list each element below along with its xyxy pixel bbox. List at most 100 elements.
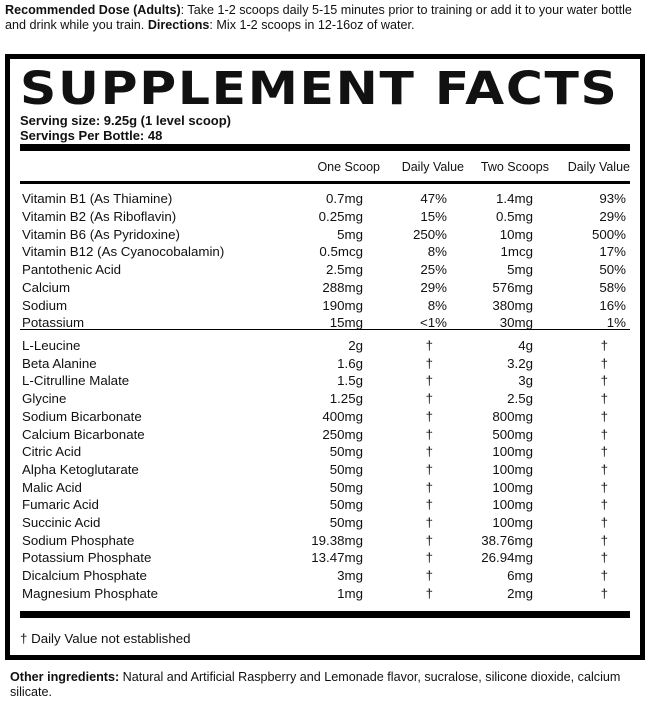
table-row: Citric Acid 50mg † 100mg † [20,443,630,461]
two-scoops-amount: 500mg [492,426,533,442]
two-scoops-amount: 380mg [492,297,533,313]
two-scoops-amount: 100mg [492,461,533,477]
two-scoops-daily-value: † [600,373,608,389]
table-row: Potassium Phosphate 13.47mg † 26.94mg † [20,549,630,567]
two-scoops-amount: 4g [518,338,533,353]
one-scoop-daily-value: † [425,391,433,407]
two-scoops-daily-value: † [600,355,608,371]
two-scoops-daily-value: † [600,479,608,495]
header-daily-value-1: Daily Value [401,160,464,174]
one-scoop-daily-value: † [425,355,433,371]
ingredient-name: Dicalcium Phosphate [22,568,147,584]
ingredient-name: Magnesium Phosphate [22,585,159,601]
ingredient-name: L-Leucine [22,338,81,353]
header-divider [20,181,630,184]
two-scoops-daily-value: 93% [599,191,626,206]
two-scoops-daily-value: 17% [599,244,626,260]
header-two-scoops: Two Scoops [480,160,549,174]
one-scoop-daily-value: 29% [420,279,447,295]
one-scoop-amount: 50mg [329,497,363,513]
two-scoops-amount: 2mg [507,585,533,601]
two-scoops-daily-value: † [600,338,608,353]
other-ingredients-label: Other ingredients: [10,670,120,684]
two-scoops-amount: 10mg [499,226,533,242]
one-scoop-daily-value: † [425,444,433,460]
one-scoop-amount: 1.5g [337,373,363,389]
column-header-row: One Scoop Daily Value Two Scoops Daily V… [20,159,630,177]
servings-per-bottle: Servings Per Bottle: 48 [20,128,163,143]
ingredient-name: Glycine [22,391,67,407]
two-scoops-daily-value: † [600,444,608,460]
one-scoop-amount: 1.25g [329,391,363,407]
two-scoops-amount: 0.5mg [496,208,533,224]
one-scoop-daily-value: † [425,515,433,530]
two-scoops-amount: 38.76mg [481,532,533,548]
two-scoops-daily-value: † [600,497,608,513]
one-scoop-amount: 15mg [329,315,363,331]
ingredient-name: Sodium Bicarbonate [22,408,142,424]
one-scoop-daily-value: <1% [420,315,447,331]
panel-title: SUPPLEMENT FACTS [20,62,619,115]
two-scoops-amount: 5mg [507,262,533,277]
two-scoops-daily-value: 29% [599,208,626,224]
other-ingredients-text: Natural and Artificial Raspberry and Lem… [10,670,621,699]
table-row: Succinic Acid 50mg † 100mg † [20,514,630,532]
directions-text: : Mix 1-2 scoops in 12-16oz of water. [209,18,415,32]
one-scoop-amount: 1.6g [337,355,363,371]
header-daily-value-2: Daily Value [567,160,630,174]
other-ingredients: Other ingredients: Natural and Artificia… [10,670,640,700]
ingredient-name: Calcium Bicarbonate [22,426,145,442]
two-scoops-daily-value: † [600,408,608,424]
two-scoops-amount: 100mg [492,444,533,460]
serving-info: Serving size: 9.25g (1 level scoop) Serv… [20,113,231,143]
table-row: Vitamin B12 (As Cyanocobalamin) 0.5mcg 8% 1… [20,243,630,261]
table-row: Fumaric Acid 50mg † 100mg † [20,496,630,514]
one-scoop-daily-value: † [425,426,433,442]
one-scoop-amount: 400mg [322,408,363,424]
ingredient-name: Vitamin B1 (As Thiamine) [22,191,173,206]
two-scoops-daily-value: † [600,391,608,407]
two-scoops-amount: 6mg [507,568,533,584]
two-scoops-amount: 3.2g [507,355,533,371]
ingredient-name: Calcium [22,279,71,295]
two-scoops-amount: 30mg [499,315,533,331]
two-scoops-daily-value: † [600,550,608,566]
one-scoop-daily-value: 8% [427,244,447,260]
section-divider [20,329,630,330]
one-scoop-amount: 50mg [329,461,363,477]
two-scoops-daily-value: † [600,515,608,530]
table-row: Dicalcium Phosphate 3mg † 6mg † [20,567,630,585]
one-scoop-daily-value: † [425,568,433,584]
table-row: Alpha Ketoglutarate 50mg † 100mg † [20,461,630,479]
two-scoops-daily-value: † [600,461,608,477]
directions-note: Recommended Dose (Adults): Take 1-2 scoo… [5,3,645,33]
ingredient-name: Potassium [22,315,85,331]
ingredient-name: Potassium Phosphate [22,550,152,566]
one-scoop-daily-value: † [425,550,433,566]
table-row: Calcium 288mg 29% 576mg 58% [20,279,630,297]
dose-label: Recommended Dose (Adults) [5,3,181,17]
one-scoop-amount: 13.47mg [311,550,363,566]
two-scoops-daily-value: † [600,568,608,584]
one-scoop-amount: 50mg [329,479,363,495]
header-one-scoop: One Scoop [317,160,380,174]
two-scoops-amount: 100mg [492,515,533,530]
one-scoop-daily-value: † [425,532,433,548]
table-row: Glycine 1.25g † 2.5g † [20,390,630,408]
supplement-facts-panel: SUPPLEMENT FACTS Serving size: 9.25g (1 … [5,54,645,660]
two-scoops-daily-value: 1% [606,315,626,331]
one-scoop-amount: 50mg [329,444,363,460]
ingredient-name: Beta Alanine [22,355,97,371]
two-scoops-daily-value: 58% [599,279,626,295]
two-scoops-daily-value: 50% [599,262,626,277]
ingredient-name: Sodium [22,297,68,313]
two-scoops-amount: 2.5g [507,391,533,407]
table-row: Vitamin B6 (As Pyridoxine) 5mg 250% 10mg 500… [20,226,630,244]
serving-size: Serving size: 9.25g (1 level scoop) [20,113,231,128]
one-scoop-amount: 2.5mg [326,262,363,277]
one-scoop-daily-value: † [425,338,433,353]
ingredient-name: Alpha Ketoglutarate [22,461,139,477]
one-scoop-amount: 19.38mg [311,532,363,548]
two-scoops-amount: 800mg [492,408,533,424]
one-scoop-daily-value: † [425,479,433,495]
